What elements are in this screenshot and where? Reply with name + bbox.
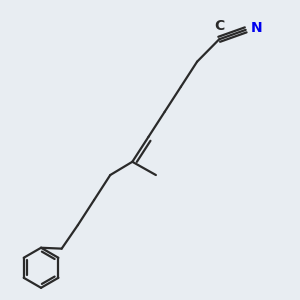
Text: N: N — [251, 20, 262, 34]
Text: C: C — [215, 19, 225, 33]
